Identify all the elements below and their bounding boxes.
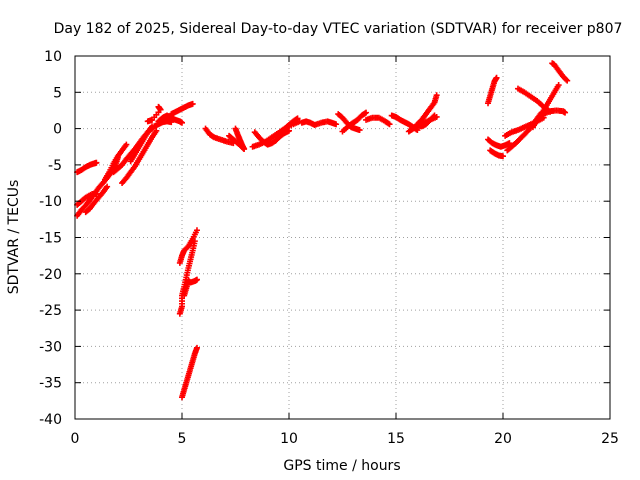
x-tick-label: 0 [71,431,80,447]
data-point-marker [93,190,100,197]
y-tick-label: 0 [53,122,62,138]
y-tick-label: 10 [44,49,62,65]
data-point-marker [93,159,100,166]
y-tick-label: -35 [39,376,62,392]
series-sat-w [298,118,340,128]
y-tick-label: 5 [53,85,62,101]
series-sat-af [485,136,513,150]
data-point-marker [500,153,506,160]
x-tick-label: 25 [601,431,619,447]
series-sat-z [363,114,393,128]
series-sat-v [273,115,301,139]
chart-title: Day 182 of 2025, Sidereal Day-to-day VTE… [54,21,623,37]
data-point-marker [333,121,340,128]
data-point-marker [193,344,200,351]
series-sat-o [181,276,200,299]
data-point-marker [294,115,301,122]
series-sat-q [202,125,237,147]
series-sat-a [74,159,100,176]
data-point-marker [193,227,200,234]
series-sat-h [127,123,156,165]
data-point-marker [431,112,438,119]
data-point-marker [555,82,562,89]
y-tick-label: -40 [39,412,62,428]
x-axis-ticks: 0 5 10 15 20 25 [71,56,619,447]
data-point-marker [356,127,363,134]
data-point-marker [168,119,175,126]
data-point-marker [104,183,111,190]
data-point-marker [430,113,437,120]
data-point-marker [189,100,196,107]
series-sat-l [144,103,164,125]
x-tick-label: 10 [280,431,298,447]
y-tick-label: -15 [39,231,62,247]
y-tick-label: -25 [39,303,62,319]
series-sat-ak [514,85,554,115]
y-tick-label: -10 [39,194,62,210]
x-axis-label: GPS time / hours [283,458,400,474]
series-sat-y [339,109,370,135]
y-axis-ticks: 10 5 0 -5 -10 -15 -20 -25 -30 -35 -40 [39,49,610,428]
data-point-marker [506,140,513,147]
data-point-marker [562,109,569,116]
data-point-marker [563,76,570,83]
data-point-marker [564,77,571,84]
data-point-marker [191,238,198,245]
data-points [74,60,571,401]
series-sat-x [335,111,363,134]
data-point-marker [179,119,185,126]
series-sat-ag [487,147,506,160]
series-sat-ad [414,112,438,130]
series-sat-am [549,60,571,84]
data-point-marker [241,145,248,152]
data-point-marker [363,109,370,116]
data-point-marker [193,276,200,283]
x-tick-label: 5 [178,431,187,447]
series-sat-p [179,344,200,401]
data-point-marker [123,141,130,148]
series-sat-al [536,107,569,121]
x-tick-label: 20 [494,431,512,447]
series-sat-m [176,227,200,266]
y-tick-label: -5 [48,158,62,174]
data-point-marker [386,121,393,128]
series-sat-ae [485,74,500,107]
y-tick-label: -30 [39,339,62,355]
y-tick-label: -20 [39,267,62,283]
x-tick-label: 15 [387,431,405,447]
series-sat-s [232,125,248,152]
y-axis-label: SDTVAR / TECUs [6,180,22,295]
series-sat-g [119,127,160,187]
data-point-marker [144,118,151,125]
series-sat-d [82,183,111,216]
series-sat-c [74,190,100,208]
series-sat-k [168,100,196,118]
data-point-marker [433,92,440,99]
series-sat-i [155,112,185,126]
grid-lines [75,56,610,419]
data-point-marker [493,74,500,81]
data-point-marker [153,127,160,134]
series-sat-j [151,118,175,130]
series-sat-e [101,141,130,183]
